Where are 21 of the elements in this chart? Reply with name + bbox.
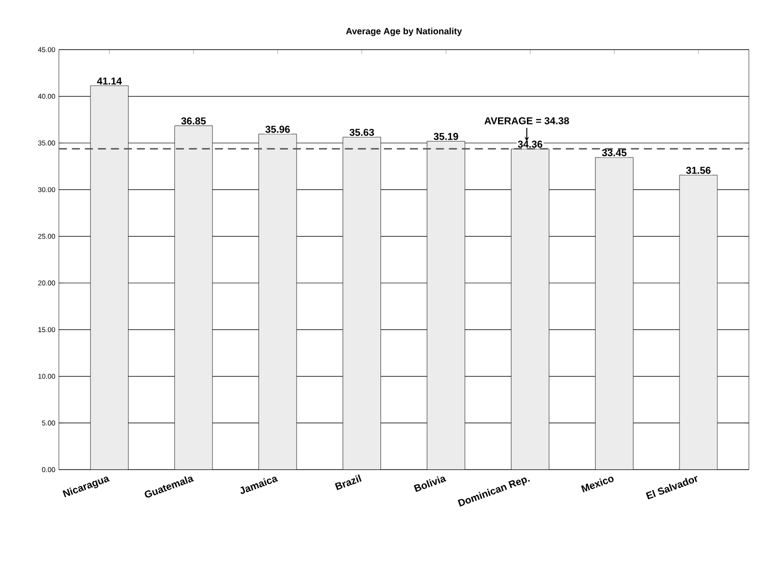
x-tick-label: Brazil [334,474,362,490]
bar [342,136,381,470]
data-label: 41.14 [97,78,122,84]
data-label: 33.45 [602,149,627,156]
bar [595,157,634,470]
bar [174,126,213,470]
data-label: 34.36 [518,140,542,148]
data-label: 31.56 [686,166,711,174]
x-tick-label: Bolivia [414,476,446,492]
data-label: 35.63 [350,128,374,136]
bar [510,148,550,470]
bar [90,85,129,470]
bar [426,141,466,470]
ref-line-label: AVERAGE = 34.38 [484,117,570,124]
bar [679,174,718,470]
data-label: 35.96 [265,126,290,133]
chart-title: Average Age by Nationality [346,28,462,36]
data-label: 36.85 [181,117,206,125]
x-tick-label: Mexico [581,476,614,492]
data-label: 35.19 [434,132,458,140]
bar [258,134,297,470]
